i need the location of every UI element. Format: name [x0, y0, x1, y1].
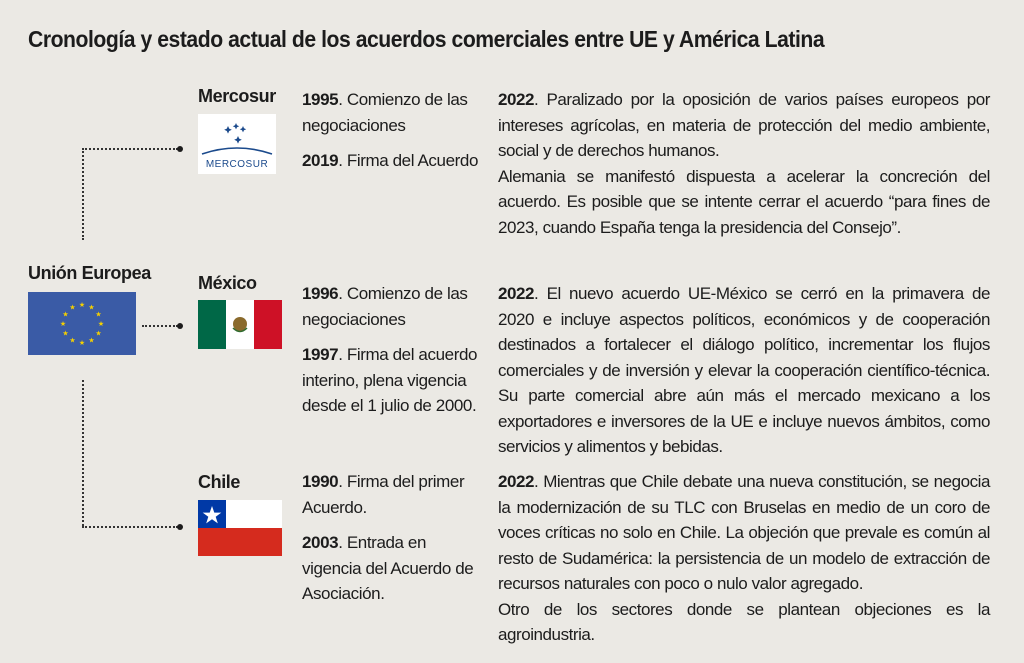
eu-star-icon: ★ [79, 301, 85, 309]
mercosur-logo-graphic: MERCOSUR [201, 123, 273, 170]
status-year: 2022 [498, 90, 535, 109]
page-title: Cronología y estado actual de los acuerd… [28, 26, 825, 52]
event-item: 1996. Comienzo de las negociaciones [302, 281, 480, 332]
event-item: 1995. Comienzo de las negociaciones [302, 87, 480, 138]
status-chile: 2022. Mientras que Chile debate una nuev… [498, 469, 990, 648]
eu-stars: ★ ★★★★★★★★★★★ [60, 301, 104, 347]
eu-star-icon: ★ [69, 304, 75, 312]
event-year: 1995 [302, 90, 339, 109]
connector-dot-mexico [177, 323, 183, 329]
connector-vertical-top [82, 148, 84, 240]
eu-star-icon: ★ [69, 336, 75, 344]
eu-star-icon: ★ [62, 311, 68, 319]
row-name-chile: Chile [198, 472, 241, 492]
status-extra: Alemania se manifestó dispuesta a aceler… [498, 166, 990, 237]
events-mexico: 1996. Comienzo de las negociaciones 1997… [302, 281, 480, 429]
eu-star-icon: ★ [88, 304, 94, 312]
event-item: 2019. Firma del Acuerdo [302, 148, 480, 174]
event-text: . Comienzo de las negociaciones [302, 284, 468, 329]
events-mercosur: 1995. Comienzo de las negociaciones 2019… [302, 87, 480, 184]
status-text: . El nuevo acuerdo UE-México se cerró en… [498, 284, 990, 456]
event-text: . Firma del acuerdo interino, plena vige… [302, 345, 478, 415]
eu-star-icon: ★ [79, 339, 85, 347]
status-year: 2022 [498, 284, 535, 303]
mexico-flag-graphic [198, 300, 282, 349]
event-year: 1996 [302, 284, 339, 303]
event-text: . Comienzo de las negociaciones [302, 90, 468, 135]
status-extra: Otro de los sectores donde se plantean o… [498, 599, 990, 645]
row-name-mexico: México [198, 273, 257, 293]
connector-dot-chile [177, 524, 183, 530]
status-text: . Mientras que Chile debate una nueva co… [498, 472, 990, 593]
connector-vertical-bottom [82, 380, 84, 526]
event-year: 2003 [302, 533, 339, 552]
event-text: . Firma del primer Acuerdo. [302, 472, 465, 517]
mercosur-logo: MERCOSUR [198, 114, 276, 174]
event-year: 2019 [302, 151, 339, 170]
chile-flag [198, 500, 282, 556]
status-mexico: 2022. El nuevo acuerdo UE-México se cerr… [498, 281, 990, 460]
event-text: . Entrada en vigencia del Acuerdo de Aso… [302, 533, 474, 603]
status-mercosur: 2022. Paralizado por la oposición de var… [498, 87, 990, 240]
connector-dot-mercosur [177, 146, 183, 152]
eu-label: Unión Europea [28, 263, 151, 283]
eu-star-icon: ★ [88, 336, 94, 344]
eu-star-icon: ★ [98, 320, 104, 328]
connector-chile [82, 526, 178, 528]
eu-star-icon: ★ [95, 330, 101, 338]
eu-star-icon: ★ [62, 330, 68, 338]
event-item: 1990. Firma del primer Acuerdo. [302, 469, 480, 520]
event-year: 1990 [302, 472, 339, 491]
row-name-mercosur: Mercosur [198, 86, 276, 106]
mercosur-logo-text: MERCOSUR [206, 159, 268, 170]
mexico-flag [198, 300, 282, 349]
chile-flag-graphic [198, 500, 282, 556]
eu-flag: ★ ★ ★ ★ ★ ★ ★ ★ ★ ★ ★ ★ [28, 292, 136, 355]
event-year: 1997 [302, 345, 339, 364]
events-chile: 1990. Firma del primer Acuerdo. 2003. En… [302, 469, 480, 617]
star-icon [202, 506, 222, 524]
event-item: 2003. Entrada en vigencia del Acuerdo de… [302, 530, 480, 607]
eu-star-icon: ★ [60, 320, 66, 328]
status-text: . Paralizado por la oposición de varios … [498, 90, 990, 160]
connector-mexico [142, 325, 178, 327]
status-year: 2022 [498, 472, 535, 491]
coat-of-arms-icon [233, 317, 247, 331]
connector-mercosur [82, 148, 178, 150]
event-item: 1997. Firma del acuerdo interino, plena … [302, 342, 480, 419]
eu-star-icon: ★ [95, 311, 101, 319]
event-text: . Firma del Acuerdo [338, 151, 479, 170]
